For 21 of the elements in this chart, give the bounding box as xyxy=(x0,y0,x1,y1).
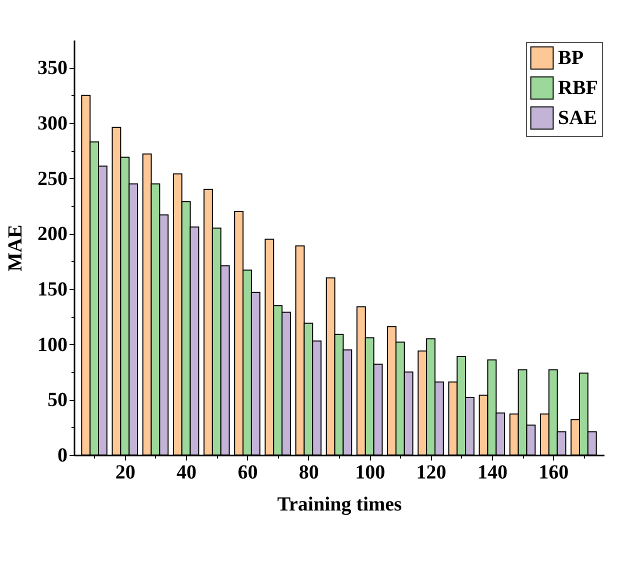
x-tick-label: 100 xyxy=(355,462,386,484)
x-tick-label: 120 xyxy=(416,462,446,484)
x-tick-label: 160 xyxy=(538,462,569,484)
y-tick-label: 50 xyxy=(48,389,68,412)
legend-label: SAE xyxy=(558,107,597,129)
legend-label: RBF xyxy=(558,77,598,99)
x-tick-label: 80 xyxy=(298,462,319,484)
y-tick-label: 200 xyxy=(38,223,68,246)
y-tick-label: 300 xyxy=(38,112,68,134)
x-axis-title: Training times xyxy=(277,494,402,516)
y-tick-label: 0 xyxy=(58,444,68,466)
y-tick-label: 100 xyxy=(38,334,68,356)
y-tick-label: 350 xyxy=(38,57,68,80)
legend-label: BP xyxy=(558,47,584,69)
x-tick-label: 40 xyxy=(176,462,197,484)
y-tick-label: 150 xyxy=(38,278,68,300)
x-tick-label: 60 xyxy=(238,462,258,484)
x-tick-label: 140 xyxy=(477,462,508,484)
x-tick-label: 20 xyxy=(115,462,136,484)
y-axis-title: MAE xyxy=(4,224,26,272)
y-tick-label: 250 xyxy=(38,168,68,190)
